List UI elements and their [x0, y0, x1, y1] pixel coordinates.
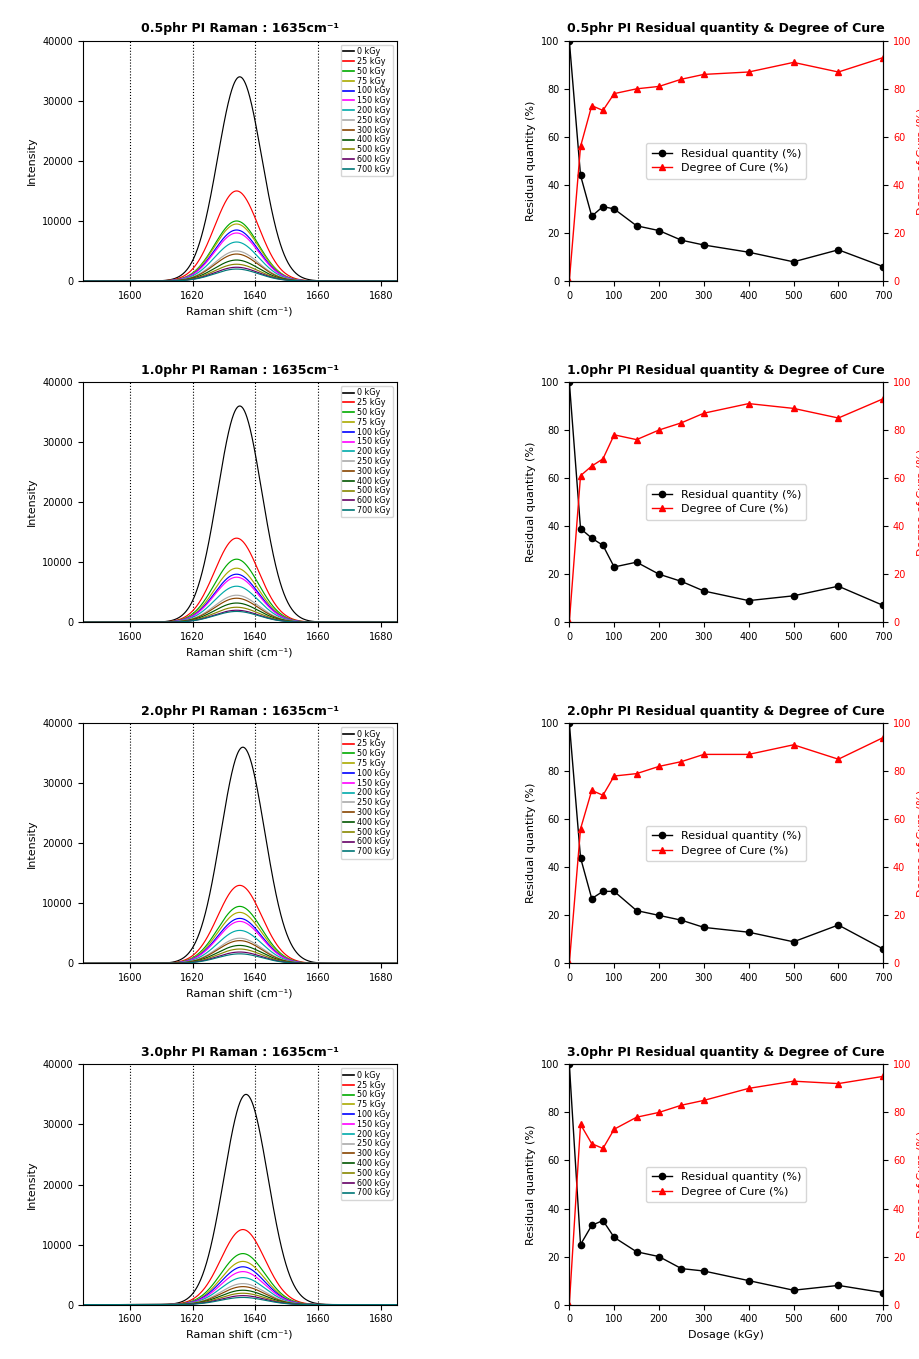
- Y-axis label: Residual quantity (%): Residual quantity (%): [525, 101, 535, 222]
- X-axis label: Raman shift (cm⁻¹): Raman shift (cm⁻¹): [187, 647, 292, 658]
- Y-axis label: Residual quantity (%): Residual quantity (%): [525, 442, 535, 563]
- X-axis label: Raman shift (cm⁻¹): Raman shift (cm⁻¹): [187, 306, 292, 317]
- Y-axis label: Degree of Cure (%): Degree of Cure (%): [916, 790, 919, 897]
- Title: 2.0phr PI Residual quantity & Degree of Cure: 2.0phr PI Residual quantity & Degree of …: [567, 705, 884, 718]
- Legend: 0 kGy, 25 kGy, 50 kGy, 75 kGy, 100 kGy, 150 kGy, 200 kGy, 250 kGy, 300 kGy, 400 : 0 kGy, 25 kGy, 50 kGy, 75 kGy, 100 kGy, …: [340, 386, 392, 518]
- Legend: Residual quantity (%), Degree of Cure (%): Residual quantity (%), Degree of Cure (%…: [645, 1167, 806, 1203]
- Title: 0.5phr PI Residual quantity & Degree of Cure: 0.5phr PI Residual quantity & Degree of …: [567, 23, 884, 35]
- Y-axis label: Residual quantity (%): Residual quantity (%): [525, 1124, 535, 1245]
- Y-axis label: Degree of Cure (%): Degree of Cure (%): [916, 448, 919, 556]
- Legend: 0 kGy, 25 kGy, 50 kGy, 75 kGy, 100 kGy, 150 kGy, 200 kGy, 250 kGy, 300 kGy, 400 : 0 kGy, 25 kGy, 50 kGy, 75 kGy, 100 kGy, …: [340, 727, 392, 859]
- X-axis label: Raman shift (cm⁻¹): Raman shift (cm⁻¹): [187, 989, 292, 999]
- Title: 1.0phr PI Residual quantity & Degree of Cure: 1.0phr PI Residual quantity & Degree of …: [567, 364, 884, 376]
- Y-axis label: Intensity: Intensity: [27, 137, 37, 185]
- X-axis label: Raman shift (cm⁻¹): Raman shift (cm⁻¹): [187, 1330, 292, 1340]
- Y-axis label: Degree of Cure (%): Degree of Cure (%): [916, 107, 919, 215]
- Legend: Residual quantity (%), Degree of Cure (%): Residual quantity (%), Degree of Cure (%…: [645, 484, 806, 520]
- Legend: 0 kGy, 25 kGy, 50 kGy, 75 kGy, 100 kGy, 150 kGy, 200 kGy, 250 kGy, 300 kGy, 400 : 0 kGy, 25 kGy, 50 kGy, 75 kGy, 100 kGy, …: [340, 45, 392, 177]
- Title: 2.0phr PI Raman : 1635cm⁻¹: 2.0phr PI Raman : 1635cm⁻¹: [141, 705, 338, 718]
- Title: 3.0phr PI Raman : 1635cm⁻¹: 3.0phr PI Raman : 1635cm⁻¹: [141, 1046, 338, 1059]
- Y-axis label: Degree of Cure (%): Degree of Cure (%): [916, 1131, 919, 1238]
- Legend: Residual quantity (%), Degree of Cure (%): Residual quantity (%), Degree of Cure (%…: [645, 825, 806, 862]
- X-axis label: Dosage (kGy): Dosage (kGy): [687, 1330, 764, 1340]
- Title: 1.0phr PI Raman : 1635cm⁻¹: 1.0phr PI Raman : 1635cm⁻¹: [141, 364, 338, 376]
- Y-axis label: Intensity: Intensity: [27, 478, 37, 526]
- Y-axis label: Intensity: Intensity: [27, 1161, 37, 1208]
- Y-axis label: Residual quantity (%): Residual quantity (%): [525, 783, 535, 904]
- Legend: Residual quantity (%), Degree of Cure (%): Residual quantity (%), Degree of Cure (%…: [645, 143, 806, 178]
- Title: 3.0phr PI Residual quantity & Degree of Cure: 3.0phr PI Residual quantity & Degree of …: [567, 1046, 884, 1059]
- Legend: 0 kGy, 25 kGy, 50 kGy, 75 kGy, 100 kGy, 150 kGy, 200 kGy, 250 kGy, 300 kGy, 400 : 0 kGy, 25 kGy, 50 kGy, 75 kGy, 100 kGy, …: [340, 1068, 392, 1200]
- Y-axis label: Intensity: Intensity: [27, 819, 37, 867]
- Title: 0.5phr PI Raman : 1635cm⁻¹: 0.5phr PI Raman : 1635cm⁻¹: [141, 23, 338, 35]
